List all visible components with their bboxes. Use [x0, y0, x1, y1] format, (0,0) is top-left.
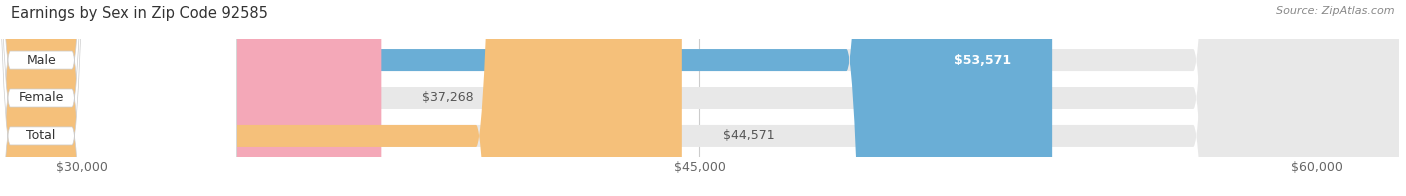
Text: $44,571: $44,571 [723, 129, 775, 142]
FancyBboxPatch shape [0, 0, 381, 196]
FancyBboxPatch shape [0, 0, 236, 196]
Text: Earnings by Sex in Zip Code 92585: Earnings by Sex in Zip Code 92585 [11, 6, 269, 21]
FancyBboxPatch shape [0, 0, 236, 196]
Text: Male: Male [27, 54, 56, 67]
Text: Female: Female [18, 92, 63, 104]
Text: $53,571: $53,571 [953, 54, 1011, 67]
FancyBboxPatch shape [0, 0, 1052, 196]
FancyBboxPatch shape [0, 0, 236, 196]
FancyBboxPatch shape [0, 0, 682, 196]
Text: $37,268: $37,268 [422, 92, 474, 104]
Text: Total: Total [27, 129, 56, 142]
Text: Source: ZipAtlas.com: Source: ZipAtlas.com [1277, 6, 1395, 16]
